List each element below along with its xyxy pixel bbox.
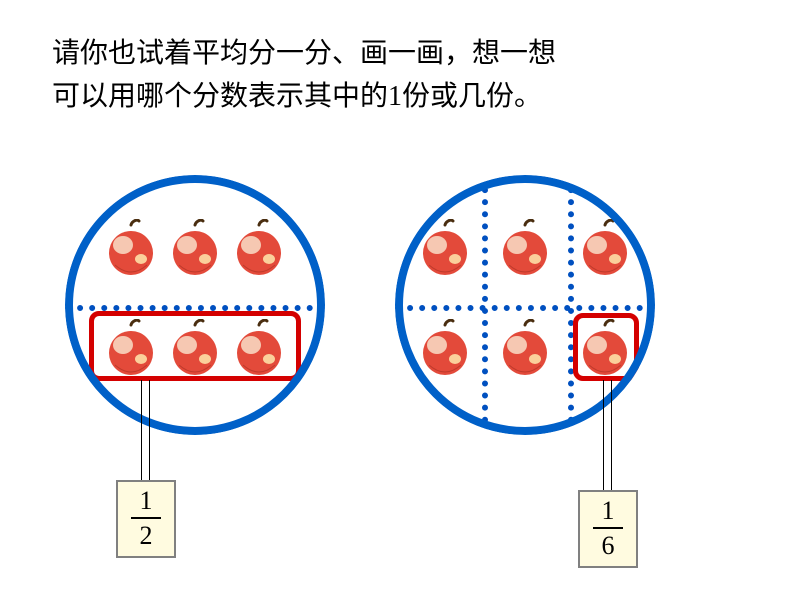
fraction-bar	[593, 527, 623, 529]
stage: 请你也试着平均分一分、画一画，想一想 可以用哪个分数表示其中的1份或几份。	[0, 0, 794, 596]
right-diagram	[395, 175, 655, 435]
left-diagram	[65, 175, 325, 435]
fraction-bar	[131, 517, 161, 519]
right-leader-line	[603, 380, 604, 490]
right-fraction-box: 1 6	[578, 490, 638, 568]
left-fraction-box: 1 2	[116, 480, 176, 558]
right-fraction-denominator: 6	[602, 532, 615, 561]
right-fraction-numerator: 1	[602, 497, 615, 526]
right-circle-clip	[395, 175, 655, 435]
right-circle-ring	[395, 175, 655, 435]
instruction-line: 可以用哪个分数表示其中的1份或几份。	[52, 75, 692, 118]
instruction-line: 请你也试着平均分一分、画一画，想一想	[52, 32, 692, 75]
left-leader-line	[141, 380, 142, 480]
left-circle-clip	[65, 175, 325, 435]
left-fraction-numerator: 1	[140, 487, 153, 516]
left-leader-line	[149, 380, 150, 480]
instruction-text: 请你也试着平均分一分、画一画，想一想 可以用哪个分数表示其中的1份或几份。	[52, 32, 692, 119]
left-circle-ring	[65, 175, 325, 435]
right-leader-line	[611, 380, 612, 490]
left-fraction-denominator: 2	[140, 522, 153, 551]
